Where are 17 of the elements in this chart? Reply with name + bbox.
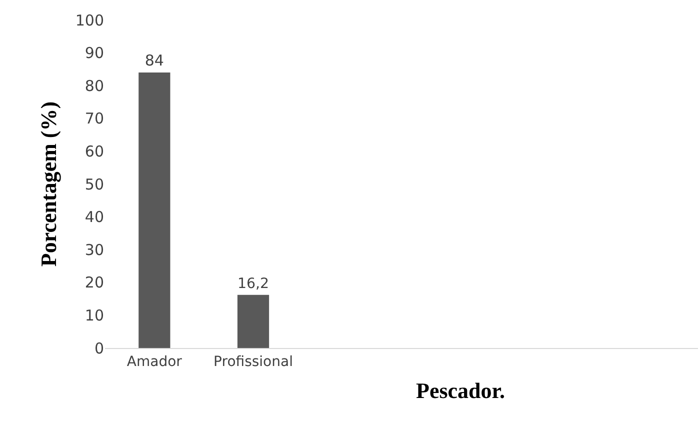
y-tick-label: 80 (84, 76, 104, 95)
data-label: 16,2 (237, 276, 270, 292)
y-tick-label: 100 (75, 11, 104, 30)
x-tick-label: Amador (126, 354, 182, 370)
data-label: 84 (144, 51, 164, 70)
y-tick-label: 70 (84, 110, 104, 128)
y-tick-label: 50 (84, 175, 104, 194)
y-tick-label: 0 (94, 339, 104, 358)
y-axis-title: Porcentagem (%) (36, 101, 62, 267)
y-tick-label: 60 (84, 142, 104, 160)
y-tick-label: 90 (84, 44, 104, 62)
x-axis-title: Pescador. (416, 378, 506, 403)
x-tick-label: Profissional (214, 354, 293, 370)
y-tick-label: 30 (84, 240, 104, 259)
y-tick-label: 20 (84, 274, 104, 292)
y-tick-label: 40 (84, 208, 104, 226)
y-tick-label: 10 (84, 306, 104, 324)
